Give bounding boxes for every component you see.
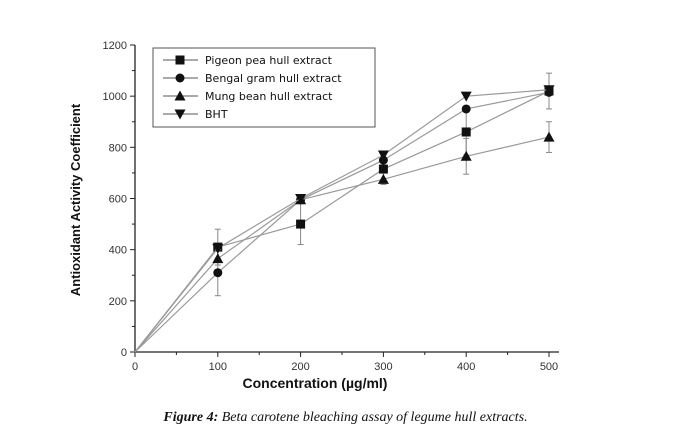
data-point-3 [460, 91, 472, 102]
x-tick-label: 400 [457, 361, 475, 373]
y-tick-label: 1000 [103, 91, 127, 103]
x-tick-label: 300 [374, 361, 392, 373]
data-point-3 [295, 194, 307, 204]
x-tick-label: 500 [540, 361, 558, 373]
y-tick-label: 400 [109, 245, 127, 257]
legend-marker [175, 55, 185, 65]
series-line-1 [134, 91, 550, 353]
x-tick-label: 200 [291, 361, 309, 373]
y-tick-label: 1200 [103, 40, 127, 52]
legend-marker [174, 90, 186, 101]
legend-marker [175, 73, 185, 83]
x-tick-label: 100 [209, 361, 227, 373]
data-point-0 [296, 219, 306, 229]
data-point-0 [378, 164, 388, 174]
legend-label: BHT [205, 108, 228, 121]
legend-marker [174, 109, 186, 120]
data-point-2 [212, 253, 224, 264]
y-axis-label: Antioxidant Activity Coefficient [68, 103, 83, 296]
series-line-0 [134, 90, 550, 353]
y-tick-label: 0 [121, 347, 127, 359]
x-tick-label: 0 [132, 361, 138, 373]
y-tick-label: 200 [109, 296, 127, 308]
data-point-2 [460, 150, 472, 161]
data-point-2 [543, 131, 555, 142]
x-axis-label: Concentration (µg/ml) [243, 375, 388, 391]
y-tick-label: 800 [109, 142, 127, 154]
legend-label: Pigeon pea hull extract [205, 54, 333, 67]
data-point-3 [543, 85, 555, 96]
data-point-3 [212, 243, 224, 254]
data-point-3 [377, 150, 389, 161]
legend-label: Bengal gram hull extract [205, 72, 342, 85]
data-point-2 [377, 173, 389, 184]
data-point-1 [213, 268, 223, 278]
data-point-0 [461, 127, 471, 137]
figure-caption: Figure 4: Beta carotene bleaching assay … [0, 410, 691, 426]
legend-label: Mung bean hull extract [205, 90, 333, 103]
y-tick-label: 600 [109, 194, 127, 206]
series-line-2 [134, 136, 550, 353]
series-line-3 [134, 89, 550, 353]
data-point-1 [461, 104, 471, 114]
caption-text: Beta carotene bleaching assay of legume … [218, 410, 528, 425]
caption-label: Figure 4: [163, 410, 219, 425]
